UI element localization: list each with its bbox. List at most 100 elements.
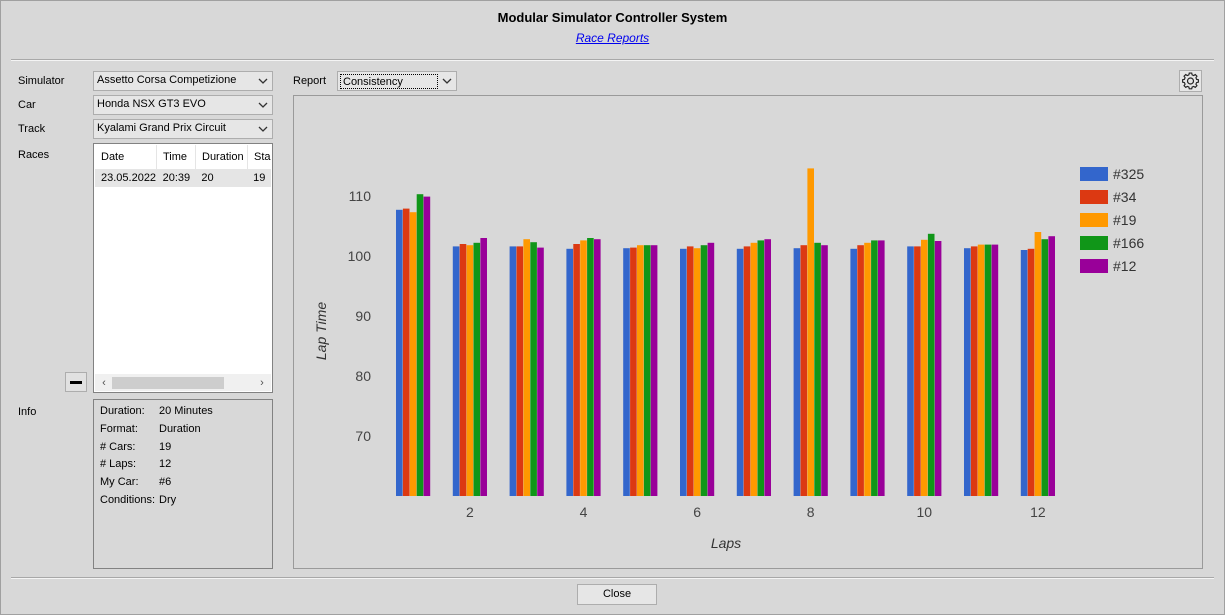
column-header-date[interactable]: Date [95,145,157,169]
simulator-dropdown[interactable]: Assetto Corsa Competizione [93,71,273,91]
info-value: 19 [159,440,172,453]
top-divider [11,59,1214,61]
bar [907,246,914,496]
legend-label: #12 [1113,258,1137,274]
race-reports-link[interactable]: Race Reports [575,31,650,45]
consistency-chart: 70 80 90 100 110 2 4 6 8 10 12 Laps Lap Time #325 #34 #… [293,95,1203,569]
legend-swatch [1080,190,1108,204]
report-dropdown[interactable]: Consistency [337,71,457,91]
bar [466,245,474,496]
x-tick-label: 12 [1030,504,1046,520]
bar [516,246,524,496]
bar [864,242,871,496]
track-label: Track [18,123,46,135]
bar [1041,239,1049,496]
simulator-value: Assetto Corsa Competizione [97,74,237,86]
bar [530,242,537,496]
window-title: Modular Simulator Controller System [497,10,728,25]
bar [509,246,517,496]
gear-icon [1182,72,1199,90]
settings-button[interactable] [1179,70,1202,92]
info-key: Duration: [100,405,145,417]
bar [1027,248,1035,496]
y-tick-label: 70 [355,428,371,444]
info-row: Duration: 20 Minutes [100,405,272,423]
info-value: 12 [159,458,172,471]
bar [1048,236,1055,496]
table-row[interactable]: 23.05.2022 20:39 20 19 [95,169,271,187]
races-list-header: Date Time Duration Sta [95,145,272,169]
races-horizontal-scrollbar[interactable]: ‹ › [95,374,271,391]
bar [693,248,701,496]
bar [793,248,801,496]
x-tick-label: 10 [917,504,933,520]
legend-swatch [1080,236,1108,250]
legend-swatch [1080,167,1108,181]
bar [396,209,403,497]
bar [459,244,467,496]
bar [700,245,708,496]
column-header-duration[interactable]: Duration [196,145,248,169]
x-tick-label: 4 [580,504,588,520]
info-label: Info [18,406,37,418]
scroll-right-icon[interactable]: › [260,377,264,389]
bar [921,239,928,497]
legend-label: #166 [1113,235,1144,251]
race-date: 23.05.2022 [101,172,157,184]
bar [480,238,487,496]
report-value: Consistency [340,74,438,89]
legend-swatch [1080,213,1108,227]
bar [580,240,587,496]
bar [680,248,687,496]
bar [523,239,530,496]
bar [623,248,630,496]
info-key: My Car: [100,476,139,489]
bar [991,244,999,496]
bar [970,246,978,496]
info-value: Dry [159,493,177,506]
simulator-label: Simulator [18,75,65,87]
column-header-starters[interactable]: Sta [254,151,271,163]
bar [800,245,808,496]
info-key: # Laps: [100,458,137,471]
x-tick-label: 8 [807,504,815,520]
info-row: My Car: #6 [100,476,272,494]
races-list[interactable]: Date Time Duration Sta 23.05.2022 20:39 … [93,143,273,393]
x-tick-label: 6 [693,504,701,520]
bar [743,246,751,496]
bar [871,240,878,496]
scroll-left-icon[interactable]: ‹ [102,377,106,389]
bar [1034,232,1042,496]
bar [409,212,417,496]
y-tick-label: 80 [355,368,371,384]
scroll-thumb[interactable] [112,377,224,389]
bar [650,245,658,496]
car-label: Car [18,99,36,111]
legend-label: #34 [1113,189,1137,205]
bar [807,168,814,496]
column-header-time[interactable]: Time [157,145,196,169]
bottom-divider [11,577,1214,579]
x-tick-label: 2 [466,504,474,520]
bar [964,248,971,496]
bar [764,239,771,496]
bar [537,247,544,496]
bar [643,245,651,496]
bar [736,248,744,496]
bar [566,248,573,496]
bar [573,244,580,496]
bar [423,196,431,496]
info-value: 20 Minutes [159,405,213,417]
track-value: Kyalami Grand Prix Circuit [97,122,226,134]
car-dropdown[interactable]: Honda NSX GT3 EVO [93,95,273,115]
track-dropdown[interactable]: Kyalami Grand Prix Circuit [93,119,273,139]
bar [686,246,694,496]
bar [934,241,942,496]
x-axis-label: Laps [711,535,741,551]
remove-race-button[interactable] [65,372,87,392]
close-button[interactable]: Close [577,584,657,605]
y-tick-label: 90 [355,308,371,324]
info-key: Conditions: [100,493,156,506]
race-duration: 20 [201,172,214,184]
